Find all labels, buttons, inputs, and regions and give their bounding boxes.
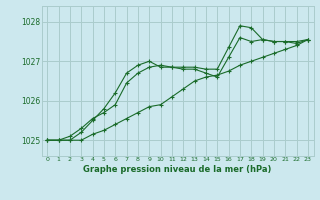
X-axis label: Graphe pression niveau de la mer (hPa): Graphe pression niveau de la mer (hPa) (84, 165, 272, 174)
